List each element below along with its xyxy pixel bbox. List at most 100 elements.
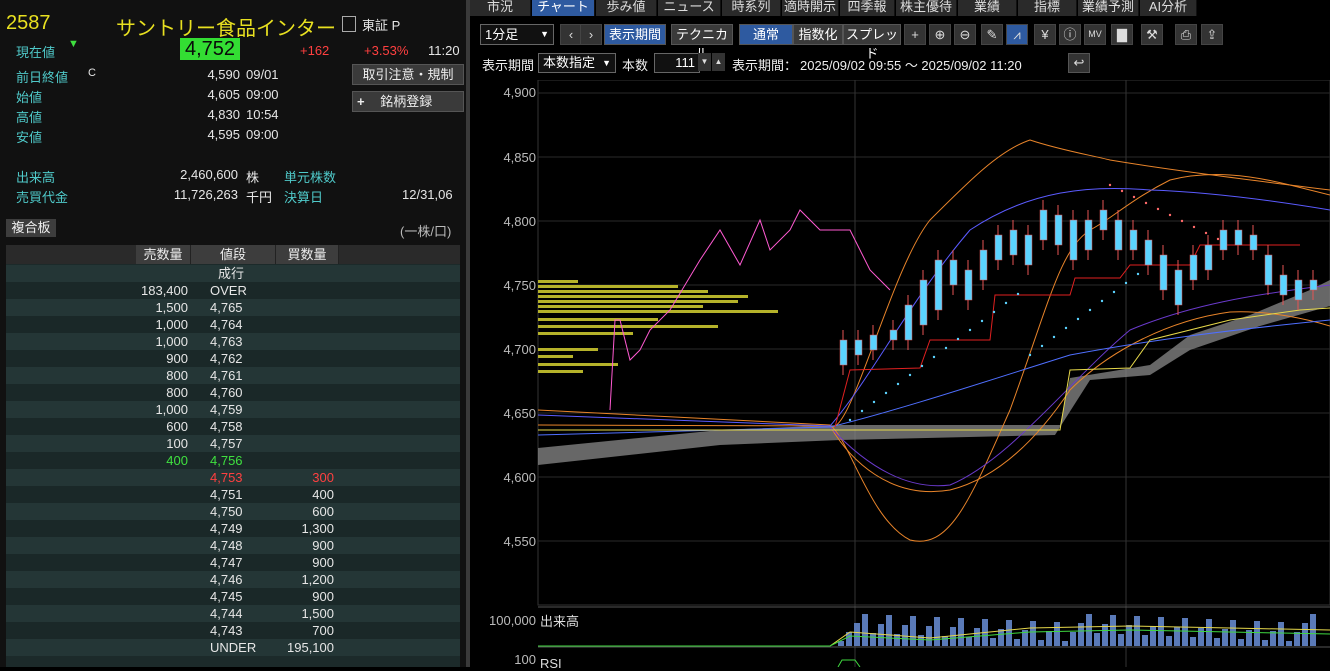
spread-button[interactable]: スプレッド (843, 24, 901, 61)
volume-profile-icon[interactable]: ▇ (1111, 24, 1133, 45)
summary-flag: C (88, 67, 96, 79)
tab-item[interactable]: 四季報 (840, 0, 895, 16)
orderbook-row[interactable]: 4,753 300 (6, 469, 460, 486)
market-order-row[interactable]: 成行 (6, 265, 460, 282)
volume-bar (1102, 624, 1108, 646)
buy-qty: 1,500 (301, 606, 334, 621)
orderbook-row[interactable]: 800 4,760 (6, 384, 460, 401)
reset-icon[interactable]: ↩ (1068, 53, 1090, 73)
prev-icon[interactable]: ‹ (560, 24, 582, 45)
crosshair-icon[interactable]: + (904, 24, 926, 45)
zoom-in-icon[interactable]: ⊕ (929, 24, 951, 45)
y-tick-label: 4,800 (503, 214, 536, 229)
price-level: 4,746 (210, 572, 243, 587)
summary-label: 始値 (16, 90, 43, 105)
tab-item[interactable]: 歩み値 (596, 0, 657, 16)
tab-item[interactable]: チャート (532, 0, 595, 16)
orderbook-row[interactable]: 600 4,758 (6, 418, 460, 435)
volume-profile-bar (538, 300, 738, 303)
orderbook-row[interactable]: 4,750 600 (6, 503, 460, 520)
wrench-icon[interactable]: ⚒ (1141, 24, 1163, 45)
orderbook-row[interactable]: 1,000 4,764 (6, 316, 460, 333)
tab-item[interactable]: 指標 (1018, 0, 1077, 16)
sell-qty: 400 (166, 453, 188, 468)
sar-dot (872, 400, 876, 404)
sar-dot (1040, 344, 1044, 348)
volume-bar (974, 628, 980, 646)
yen-icon[interactable]: ¥ (1034, 24, 1056, 45)
info-icon[interactable]: ⓘ (1059, 24, 1081, 45)
price-chart[interactable] (470, 80, 1330, 667)
orderbook-row[interactable]: 1,000 4,759 (6, 401, 460, 418)
orderbook-row[interactable]: 4,747 900 (6, 554, 460, 571)
orderbook-row[interactable]: 4,751 400 (6, 486, 460, 503)
export-icon[interactable]: ⇪ (1201, 24, 1223, 45)
trading-notice-button[interactable]: 取引注意・規制 (352, 64, 464, 85)
tab-item[interactable]: 時系列 (722, 0, 781, 16)
orderbook-row[interactable]: 4,749 1,300 (6, 520, 460, 537)
sar-dot (980, 319, 984, 323)
price-level: 4,758 (210, 419, 243, 434)
panel-divider[interactable] (466, 0, 470, 667)
print-icon[interactable]: ⎙ (1175, 24, 1197, 45)
orderbook-row[interactable]: 4,743 700 (6, 622, 460, 639)
volume-bar (894, 634, 900, 646)
count-down-icon[interactable]: ▼ (698, 53, 711, 71)
volume-ma-line (538, 625, 1330, 647)
orderbook-row[interactable]: 1,000 4,763 (6, 333, 460, 350)
candle-body (1294, 279, 1303, 301)
orderbook-row[interactable]: 4,745 900 (6, 588, 460, 605)
index-button[interactable]: 指数化 (793, 24, 843, 45)
zoom-out-icon[interactable]: ⊖ (954, 24, 976, 45)
tab-item[interactable]: 業績 (958, 0, 1017, 16)
orderbook-row[interactable]: 4,744 1,500 (6, 605, 460, 622)
orderbook-row[interactable]: 900 4,762 (6, 350, 460, 367)
next-icon[interactable]: › (580, 24, 602, 45)
volume-bar (838, 641, 844, 646)
buy-qty: 1,200 (301, 572, 334, 587)
tab-item[interactable]: 市況 (470, 0, 531, 16)
register-stock-button[interactable]: + 銘柄登録 (352, 91, 464, 112)
candle-body (994, 234, 1003, 261)
orderbook-row[interactable]: 800 4,761 (6, 367, 460, 384)
pencil-icon[interactable]: ✎ (981, 24, 1003, 45)
orderbook-tab[interactable]: 複合板 (6, 219, 56, 237)
sar-dot (884, 391, 888, 395)
candle-body (869, 334, 878, 351)
period-button[interactable]: 表示期間 (604, 24, 666, 45)
tab-item[interactable]: ニュース (658, 0, 721, 16)
orderbook-row[interactable]: UNDER 195,100 (6, 639, 460, 656)
candle-body (839, 339, 848, 366)
volume-bar (1094, 633, 1100, 646)
interval-select[interactable]: 1分足 ▼ (480, 24, 554, 45)
orderbook-row[interactable]: 4,748 900 (6, 537, 460, 554)
candle-body (1279, 274, 1288, 296)
trend-icon[interactable]: ⩘ (1006, 24, 1028, 45)
volume-bar (878, 624, 884, 646)
tab-item[interactable]: 業績予測 (1078, 0, 1139, 16)
tab-item[interactable]: 株主優待 (896, 0, 957, 16)
price-level: 4,757 (210, 436, 243, 451)
orderbook-table: 売数量 値段 買数量 成行 183,400 OVER 1,500 4,765 1… (6, 245, 460, 667)
tab-item[interactable]: 適時開示 (782, 0, 839, 16)
orderbook-row[interactable]: 4,746 1,200 (6, 571, 460, 588)
count-input[interactable]: 111 (654, 53, 700, 73)
tab-item[interactable]: AI分析 (1140, 0, 1197, 16)
period-mode-select[interactable]: 本数指定 ▼ (538, 53, 616, 73)
orderbook-row[interactable]: 1,500 4,765 (6, 299, 460, 316)
moving-average-icon[interactable]: MV (1084, 24, 1106, 45)
orderbook-row[interactable]: 100 4,757 (6, 435, 460, 452)
summary-value: 4,595 (207, 127, 240, 142)
rsi-line (837, 659, 861, 667)
orderbook-row[interactable]: 400 4,756 (6, 452, 460, 469)
count-up-icon[interactable]: ▲ (712, 53, 725, 71)
candle-body (1144, 239, 1153, 266)
candle-body (1114, 219, 1123, 251)
technical-button[interactable]: テクニカル (671, 24, 733, 61)
volume-bar (1062, 641, 1068, 646)
document-icon[interactable] (342, 16, 356, 32)
sar-dot (1204, 231, 1208, 235)
orderbook-row[interactable]: 183,400 OVER (6, 282, 460, 299)
normal-button[interactable]: 通常 (739, 24, 793, 45)
candle-body (889, 329, 898, 341)
